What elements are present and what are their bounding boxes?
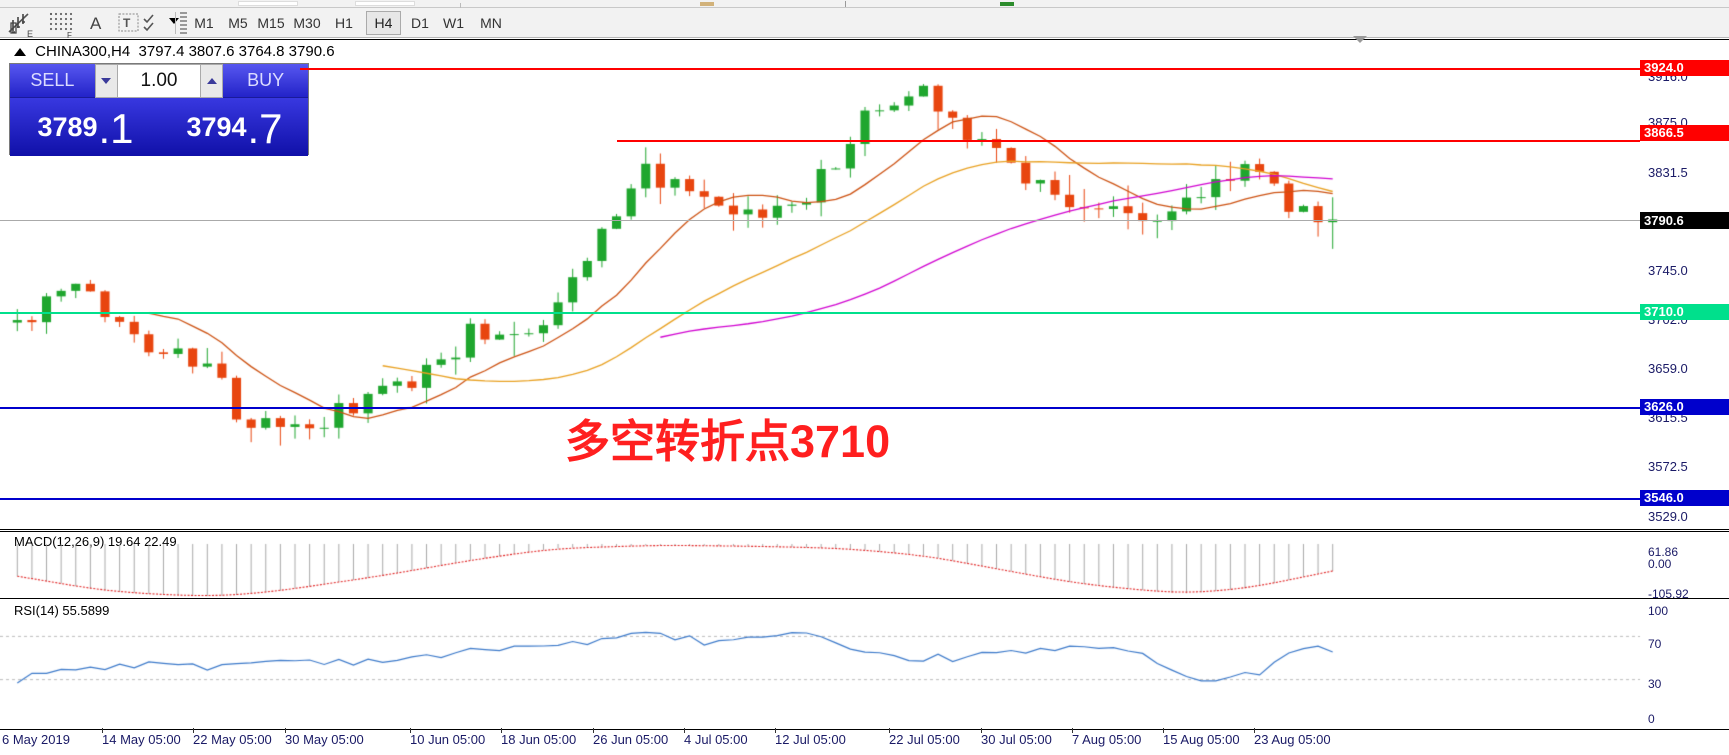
svg-text:E: E	[27, 29, 33, 39]
svg-text:T: T	[123, 16, 131, 30]
